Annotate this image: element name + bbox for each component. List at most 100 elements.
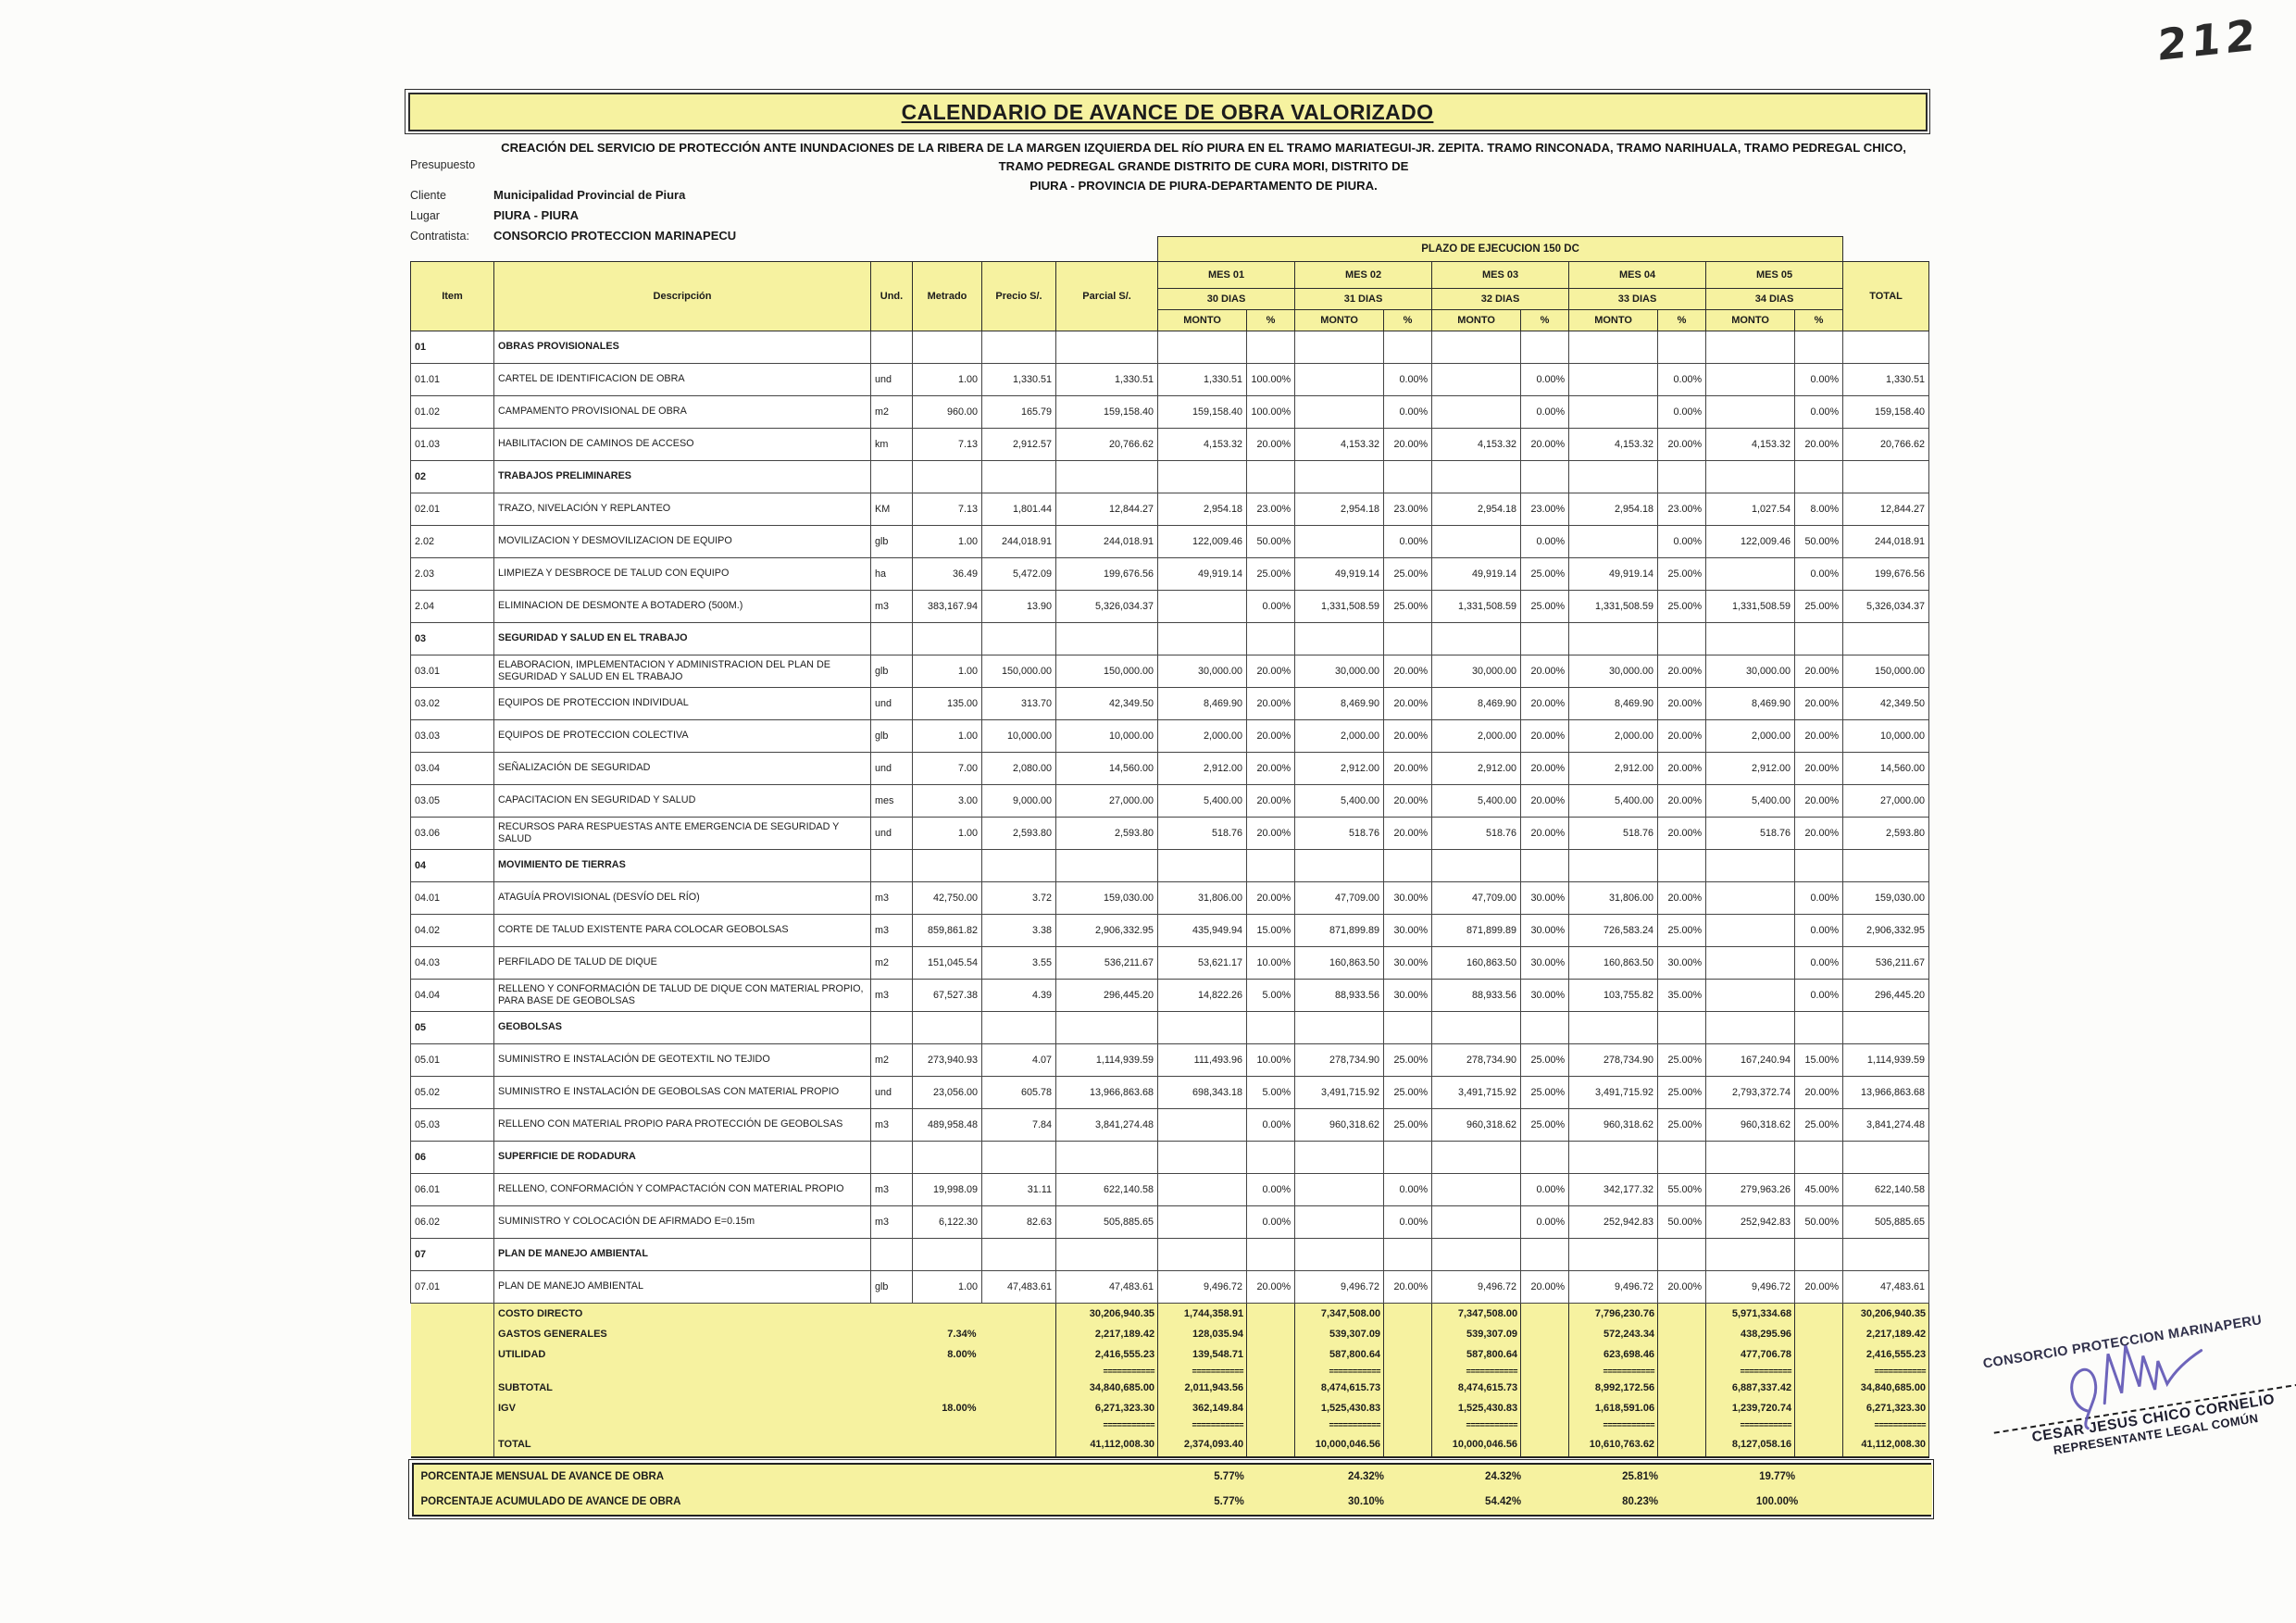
percent-mes2: 24.32% <box>1297 1464 1435 1490</box>
cell-mes4-monto <box>1568 1011 1659 1044</box>
cell-item: 04.01 <box>410 881 494 915</box>
cell-precio: 10,000.00 <box>981 719 1056 753</box>
cell-parcial: 12,844.27 <box>1054 493 1159 526</box>
percent-monthly-row: PORCENTAJE MENSUAL DE AVANCE DE OBRA 5.77… <box>413 1464 1932 1490</box>
cell-mes5-pct <box>1794 1238 1844 1271</box>
cell-item: 06.02 <box>410 1205 494 1239</box>
summary-pct-gap <box>1657 1431 1706 1458</box>
presupuesto-description: CREACIÓN DEL SERVICIO DE PROTECCIÓN ANTE… <box>481 139 1926 195</box>
cell-total: 244,018.91 <box>1842 525 1930 558</box>
cell-parcial: 1,114,939.59 <box>1054 1043 1159 1077</box>
cell-und <box>870 849 913 882</box>
cell-und: m3 <box>870 1108 913 1142</box>
cell-mes1-pct: 5.00% <box>1246 979 1296 1012</box>
item-row: 04.01 ATAGUÍA PROVISIONAL (DESVÍO DEL RÍO… <box>410 881 1930 915</box>
summary-total: =========== <box>1842 1365 1930 1378</box>
cell-mes2-pct <box>1383 1141 1433 1174</box>
summary-pct-gap <box>1246 1398 1295 1418</box>
col-header-metrado: Metrado <box>912 261 982 331</box>
cell-und <box>870 460 913 493</box>
cell-description: MOVILIZACION Y DESMOVILIZACION DE EQUIPO <box>493 525 871 558</box>
cell-precio: 2,593.80 <box>981 817 1056 850</box>
cell-metrado: 960.00 <box>912 395 982 429</box>
summary-mes5: 6,887,337.42 <box>1705 1378 1796 1398</box>
summary-mes2: 8,474,615.73 <box>1294 1378 1385 1398</box>
summary-pct-gap <box>1383 1324 1432 1344</box>
cell-parcial: 14,560.00 <box>1054 752 1159 785</box>
summary-rate: 18.00% <box>870 1398 982 1418</box>
month-header-2: MES 02 <box>1294 261 1433 289</box>
cell-total <box>1842 331 1930 364</box>
cell-total: 14,560.00 <box>1842 752 1930 785</box>
cell-mes3-monto: 3,491,715.92 <box>1431 1076 1522 1109</box>
summary-mes3: 7,347,508.00 <box>1431 1303 1522 1324</box>
cell-parcial: 13,966,863.68 <box>1054 1076 1159 1109</box>
cell-total: 199,676.56 <box>1842 557 1930 591</box>
summary-gap <box>981 1324 1056 1344</box>
cell-mes5-monto: 30,000.00 <box>1705 655 1796 688</box>
cell-metrado: 36.49 <box>912 557 982 591</box>
cell-mes1-monto: 8,469.90 <box>1157 687 1248 720</box>
cell-total: 2,906,332.95 <box>1842 914 1930 947</box>
cell-mes3-pct: 20.00% <box>1520 655 1570 688</box>
cell-mes5-pct: 0.00% <box>1794 979 1844 1012</box>
cell-parcial: 20,766.62 <box>1054 428 1159 461</box>
cell-mes2-monto: 88,933.56 <box>1294 979 1385 1012</box>
cell-item: 05.01 <box>410 1043 494 1077</box>
cell-mes1-pct: 20.00% <box>1246 752 1296 785</box>
summary-gap <box>981 1303 1056 1324</box>
cell-metrado: 19,998.09 <box>912 1173 982 1206</box>
cell-description: SEGURIDAD Y SALUD EN EL TRABAJO <box>493 622 871 655</box>
cell-mes5-pct: 20.00% <box>1794 1270 1844 1304</box>
item-row: 03.03 EQUIPOS DE PROTECCION COLECTIVA glb 1… <box>410 719 1930 753</box>
cell-parcial <box>1054 1141 1159 1174</box>
cell-precio: 244,018.91 <box>981 525 1056 558</box>
cell-mes1-pct: 0.00% <box>1246 1108 1296 1142</box>
cell-total: 27,000.00 <box>1842 784 1930 818</box>
cell-mes5-monto <box>1705 1238 1796 1271</box>
cell-mes1-pct <box>1246 1238 1296 1271</box>
cell-metrado <box>912 849 982 882</box>
cell-metrado: 1.00 <box>912 817 982 850</box>
monto-header-3: MONTO <box>1431 309 1522 331</box>
summary-gap <box>981 1378 1056 1398</box>
cell-mes1-pct: 0.00% <box>1246 1173 1296 1206</box>
summary-mes5: 1,239,720.74 <box>1705 1398 1796 1418</box>
summary-total: =========== <box>1842 1418 1930 1431</box>
cell-total: 2,593.80 <box>1842 817 1930 850</box>
cell-mes3-pct: 30.00% <box>1520 946 1570 980</box>
summary-pct-gap <box>1246 1418 1295 1431</box>
cell-mes1-pct: 20.00% <box>1246 687 1296 720</box>
summary-spacer <box>410 1303 494 1324</box>
summary-mes3: 10,000,046.56 <box>1431 1431 1522 1458</box>
summary-gap <box>981 1344 1056 1365</box>
cell-mes2-monto: 518.76 <box>1294 817 1385 850</box>
cell-mes4-monto: 518.76 <box>1568 817 1659 850</box>
summary-pct-gap <box>1246 1324 1295 1344</box>
lugar-value: PIURA - PIURA <box>493 208 579 222</box>
cell-mes4-pct: 25.00% <box>1657 590 1707 623</box>
item-row: 07.01 PLAN DE MANEJO AMBIENTAL glb 1.00 47,4… <box>410 1270 1930 1304</box>
cell-mes1-pct: 10.00% <box>1246 1043 1296 1077</box>
summary-row: UTILIDAD 8.00% 2,416,555.23 139,548.71 587,8… <box>410 1344 1930 1365</box>
cell-description: SUMINISTRO E INSTALACIÓN DE GEOTEXTIL NO… <box>493 1043 871 1077</box>
cell-description: EQUIPOS DE PROTECCION COLECTIVA <box>493 719 871 753</box>
header-spacer-right <box>1843 237 1929 262</box>
cell-mes2-pct: 30.00% <box>1383 946 1433 980</box>
cell-und: km <box>870 428 913 461</box>
cell-parcial <box>1054 1011 1159 1044</box>
cell-mes4-monto: 5,400.00 <box>1568 784 1659 818</box>
cell-description: EQUIPOS DE PROTECCION INDIVIDUAL <box>493 687 871 720</box>
cell-mes3-pct <box>1520 331 1570 364</box>
cell-mes4-pct: 25.00% <box>1657 914 1707 947</box>
cell-mes2-monto <box>1294 1238 1385 1271</box>
cell-mes4-monto: 8,469.90 <box>1568 687 1659 720</box>
cell-mes5-monto <box>1705 1011 1796 1044</box>
cell-metrado: 1.00 <box>912 719 982 753</box>
cell-mes1-monto: 5,400.00 <box>1157 784 1248 818</box>
presupuesto-label: Presupuesto <box>410 158 476 171</box>
cell-description: HABILITACION DE CAMINOS DE ACCESO <box>493 428 871 461</box>
percent-table: PORCENTAJE MENSUAL DE AVANCE DE OBRA 5.77… <box>413 1464 1932 1515</box>
cell-mes2-monto: 960,318.62 <box>1294 1108 1385 1142</box>
